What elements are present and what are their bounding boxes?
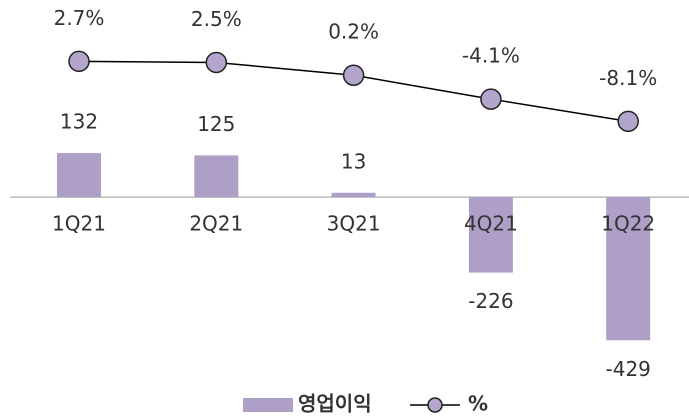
x-tick-label: 3Q21 xyxy=(327,212,381,236)
bar-value-label: 132 xyxy=(60,110,98,134)
line-value-label: 0.2% xyxy=(328,20,379,44)
legend-label: % xyxy=(468,392,488,416)
legend-marker xyxy=(427,397,443,413)
line-marker xyxy=(617,110,639,133)
bar xyxy=(331,192,376,198)
x-tick-label: 1Q21 xyxy=(52,212,106,236)
x-tick-label: 4Q21 xyxy=(464,212,518,236)
x-tick-label: 2Q21 xyxy=(189,212,243,236)
bar-value-label: -429 xyxy=(606,357,651,381)
bar xyxy=(606,197,651,341)
bar-value-label: 125 xyxy=(197,112,235,136)
line-marker xyxy=(68,50,90,73)
line-marker xyxy=(480,88,502,110)
x-tick-label: 1Q22 xyxy=(601,212,655,236)
bar xyxy=(194,155,239,198)
legend-label: 영업이익 xyxy=(298,392,372,416)
bar-value-label: 13 xyxy=(341,149,366,173)
bar xyxy=(57,153,101,198)
bar xyxy=(468,197,513,273)
line-marker xyxy=(205,51,228,74)
line-value-label: -4.1% xyxy=(462,44,520,68)
line-value-label: 2.7% xyxy=(54,6,105,30)
bar-value-label: -226 xyxy=(468,289,513,313)
legend-swatch xyxy=(243,398,293,412)
line-value-label: 2.5% xyxy=(191,7,242,31)
line-value-label: -8.1% xyxy=(599,66,657,90)
line-marker xyxy=(342,64,365,86)
